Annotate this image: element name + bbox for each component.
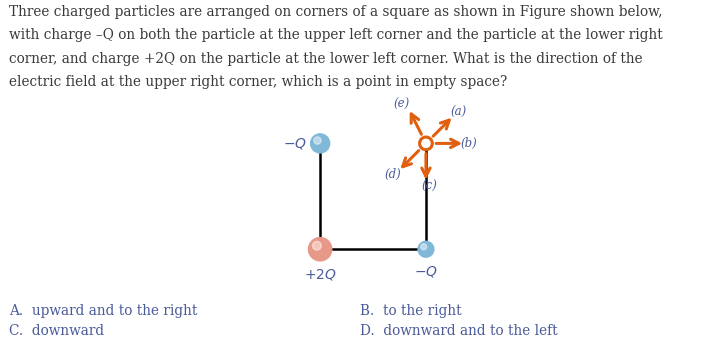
Text: $-Q$: $-Q$ — [414, 263, 438, 279]
Text: (a): (a) — [451, 106, 467, 119]
Text: (c): (c) — [421, 180, 437, 193]
Circle shape — [420, 137, 432, 150]
Text: D.  downward and to the left: D. downward and to the left — [360, 324, 557, 338]
Text: corner, and charge +2Q on the particle at the lower left corner. What is the dir: corner, and charge +2Q on the particle a… — [9, 52, 642, 66]
Circle shape — [308, 238, 331, 261]
Text: with charge –Q on both the particle at the upper left corner and the particle at: with charge –Q on both the particle at t… — [9, 28, 662, 43]
Circle shape — [418, 241, 434, 257]
Circle shape — [313, 241, 321, 250]
Circle shape — [314, 137, 321, 144]
Text: B.  to the right: B. to the right — [360, 304, 461, 318]
Text: (b): (b) — [461, 137, 477, 150]
Circle shape — [421, 244, 427, 250]
Circle shape — [311, 134, 329, 153]
Text: A.  upward and to the right: A. upward and to the right — [9, 304, 197, 318]
Text: Three charged particles are arranged on corners of a square as shown in Figure s: Three charged particles are arranged on … — [9, 5, 662, 19]
Text: $-Q$: $-Q$ — [283, 136, 308, 151]
Text: (d): (d) — [385, 168, 401, 181]
Text: electric field at the upper right corner, which is a point in empty space?: electric field at the upper right corner… — [9, 75, 507, 89]
Text: $+2Q$: $+2Q$ — [303, 267, 336, 282]
Text: C.  downward: C. downward — [9, 324, 104, 338]
Text: (e): (e) — [393, 98, 410, 111]
